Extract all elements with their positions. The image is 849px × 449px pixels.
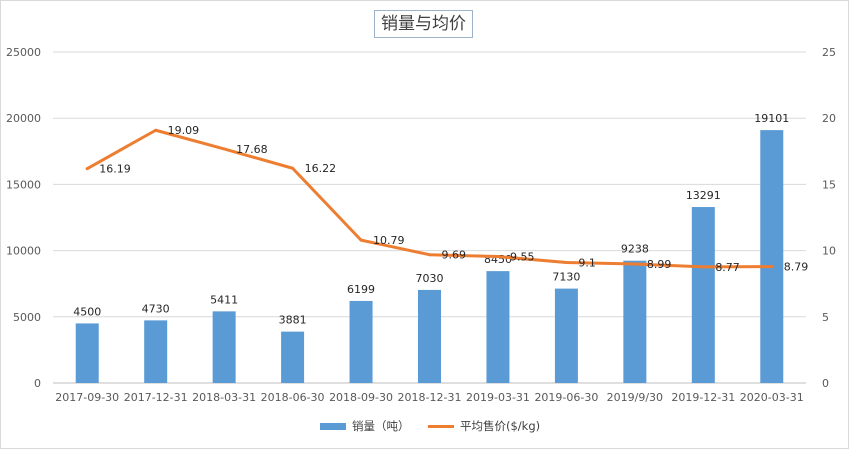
legend: 销量（吨） 平均售价($/kg) xyxy=(0,417,849,435)
x-tick-label: 2017-12-31 xyxy=(124,391,188,404)
x-tick-label: 2019-06-30 xyxy=(534,391,598,404)
line-data-label: 16.19 xyxy=(99,163,130,176)
legend-swatch-price xyxy=(428,425,454,428)
bar-data-label: 13291 xyxy=(686,189,721,202)
bar xyxy=(418,289,441,383)
y-left-tick-label: 25000 xyxy=(6,46,41,59)
bar-data-label: 3881 xyxy=(279,314,307,327)
bar xyxy=(75,323,99,383)
line-point xyxy=(85,167,89,171)
bar xyxy=(144,320,168,383)
line-data-label: 17.68 xyxy=(236,143,267,156)
bar-data-label: 7130 xyxy=(552,271,580,284)
line-point xyxy=(770,265,774,269)
line-point xyxy=(359,238,363,242)
y-right-tick-label: 5 xyxy=(822,311,829,324)
bar xyxy=(349,300,373,383)
y-right-tick-label: 15 xyxy=(822,178,836,191)
legend-label-price: 平均售价($/kg) xyxy=(460,419,541,433)
y-right-tick-label: 10 xyxy=(822,245,836,258)
line-data-label: 8.79 xyxy=(784,261,809,274)
bar-data-label: 7030 xyxy=(416,272,444,285)
y-right-tick-label: 20 xyxy=(822,112,836,125)
y-right-tick-label: 25 xyxy=(822,46,836,59)
bar xyxy=(554,288,578,383)
chart-title: 销量与均价 xyxy=(374,10,473,38)
bar-data-label: 9238 xyxy=(621,243,649,256)
line-data-label: 9.55 xyxy=(510,251,535,264)
bar xyxy=(212,311,236,383)
y-left-tick-label: 20000 xyxy=(6,112,41,125)
line-point xyxy=(154,128,158,132)
line-point xyxy=(496,255,500,259)
line-data-label: 10.79 xyxy=(373,234,405,247)
line-point xyxy=(633,262,637,266)
bar xyxy=(281,331,305,383)
line-point xyxy=(701,265,705,269)
bar xyxy=(623,260,647,383)
x-tick-label: 2019/9/30 xyxy=(607,391,663,404)
y-right-tick-label: 0 xyxy=(822,377,829,390)
line-data-label: 19.09 xyxy=(168,124,200,137)
line-point xyxy=(428,253,431,257)
bar-data-label: 5411 xyxy=(210,293,238,306)
x-tick-label: 2018-06-30 xyxy=(261,391,325,404)
bar-data-label: 19101 xyxy=(754,112,789,125)
line-data-label: 16.22 xyxy=(305,162,337,175)
y-left-tick-label: 5000 xyxy=(13,311,41,324)
x-tick-label: 2017-09-30 xyxy=(55,391,119,404)
bar-data-label: 4500 xyxy=(73,305,101,318)
legend-label-sales: 销量（吨） xyxy=(352,419,410,433)
line-point xyxy=(291,166,295,170)
y-left-tick-label: 0 xyxy=(34,377,41,390)
x-tick-label: 2018-12-31 xyxy=(398,391,462,404)
line-data-label: 8.99 xyxy=(647,258,672,271)
bar xyxy=(486,271,510,383)
x-tick-label: 2018-09-30 xyxy=(329,391,393,404)
legend-item-price: 平均售价($/kg) xyxy=(428,417,540,435)
line-series xyxy=(85,128,774,269)
bar-data-label: 4730 xyxy=(142,302,170,315)
bar-data-label: 6199 xyxy=(347,283,375,296)
y-left-tick-label: 10000 xyxy=(6,245,41,258)
legend-swatch-sales xyxy=(320,423,346,430)
x-tick-label: 2018-03-31 xyxy=(192,391,256,404)
y-left-tick-label: 15000 xyxy=(6,178,41,191)
line-data-label: 8.77 xyxy=(715,261,740,274)
line-point xyxy=(564,261,568,265)
x-tick-label: 2020-03-31 xyxy=(740,391,804,404)
line-data-label: 9.69 xyxy=(442,249,467,262)
x-tick-label: 2019-12-31 xyxy=(671,391,735,404)
bar xyxy=(691,207,715,383)
x-tick-label: 2019-03-31 xyxy=(466,391,530,404)
legend-item-sales: 销量（吨） xyxy=(320,417,410,435)
bar xyxy=(760,130,784,383)
line-point xyxy=(222,147,226,151)
line-data-label: 9.1 xyxy=(578,257,596,270)
